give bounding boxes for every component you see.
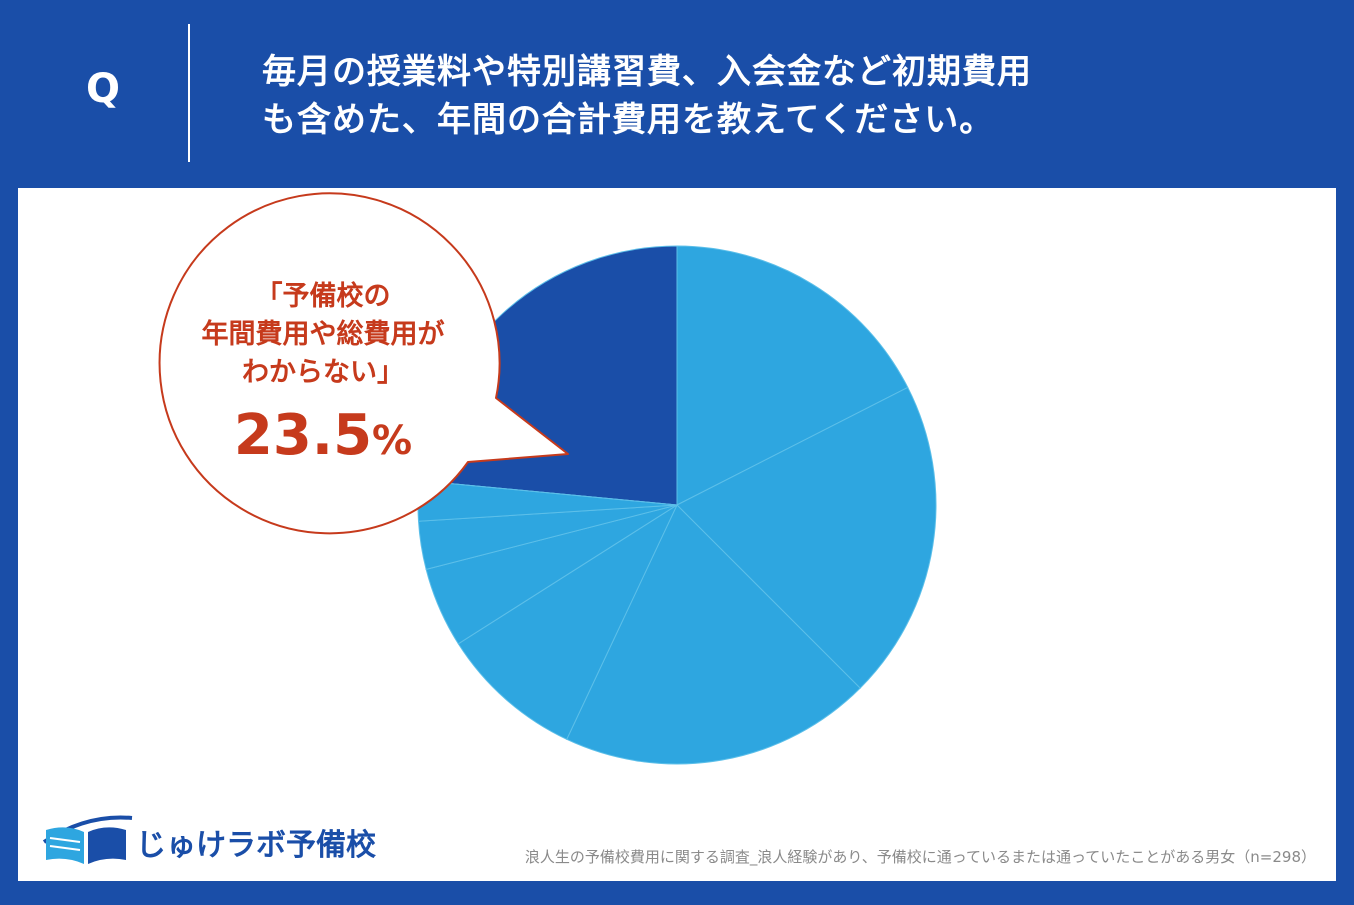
callout-percentage-value: 23.5 — [233, 403, 373, 468]
question-mark-label: Q — [86, 66, 121, 112]
question-line-1: 毎月の授業料や特別講習費、入会金など初期費用 — [262, 52, 1032, 92]
callout-line-2: 年間費用や総費用が — [201, 319, 445, 350]
pie-slice-1 — [676, 245, 909, 506]
header-banner: Q 毎月の授業料や特別講習費、入会金など初期費用 も含めた、年間の合計費用を教え… — [0, 0, 1354, 188]
callout-line-1: 「予備校の — [255, 281, 391, 312]
source-note: 浪人生の予備校費用に関する調査_浪人経験があり、予備校に通っているまたは通ってい… — [524, 848, 1316, 866]
header-divider — [188, 24, 190, 162]
callout-line-3: わからない」 — [242, 357, 404, 388]
pie-slice-2 — [676, 386, 937, 689]
callout-bubble — [158, 192, 569, 535]
question-line-2: も含めた、年間の合計費用を教えてください。 — [262, 100, 995, 140]
logo-text: じゅけラボ予備校 — [136, 828, 376, 863]
callout-percentage-sign: % — [372, 418, 413, 464]
pie-slice-3 — [566, 504, 861, 765]
open-book-logo-icon — [42, 815, 133, 864]
pie-slice-4 — [457, 503, 679, 741]
callout-text: 「予備校の 年間費用や総費用が わからない」 23.5% — [158, 278, 488, 471]
callout-percentage: 23.5% — [158, 406, 488, 471]
question-text: 毎月の授業料や特別講習費、入会金など初期費用 も含めた、年間の合計費用を教えてく… — [262, 48, 1262, 144]
